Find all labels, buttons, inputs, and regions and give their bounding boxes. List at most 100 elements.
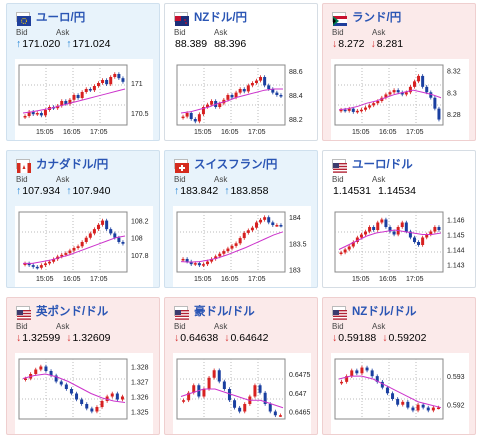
mini-chart[interactable]: 1.328 1.327 1.326 1.325 [15, 353, 153, 434]
candle [121, 78, 125, 82]
moving-average-line [180, 388, 284, 409]
y-tick-label: 8.3 [447, 90, 457, 97]
mini-chart[interactable]: 108.2 108 107.8 15:05 16:05 17:05 [15, 206, 153, 287]
candle [347, 246, 351, 250]
y-tick-label: 183 [289, 267, 301, 274]
candle [39, 113, 43, 116]
rate-card[interactable]: 豪ドル/ドル Bid Ask ↓0.64638 ↓0.64642 0.6475 0.6… [164, 297, 318, 435]
candle [105, 396, 109, 401]
candle [210, 101, 214, 105]
card-header[interactable]: NZドル/ドル [332, 303, 417, 320]
candle [92, 229, 96, 234]
candle [408, 86, 412, 93]
mini-chart[interactable]: 8.32 8.3 8.28 15:05 16:05 17:05 [331, 59, 469, 140]
rate-card[interactable]: ユーロ/円 Bid Ask ↑171.020 ↑171.024 171 170.5 15… [6, 3, 160, 141]
candle [226, 248, 230, 252]
candle [429, 231, 433, 235]
candle [267, 217, 271, 223]
mini-chart[interactable]: 171 170.5 15:05 16:05 17:05 [15, 59, 153, 140]
candle [267, 85, 271, 89]
candle [437, 227, 441, 230]
rate-card[interactable]: スイスフラン/円 Bid Ask ↑183.842 ↑183.858 184 183.… [164, 150, 318, 288]
rate-card[interactable]: ユーロ/ドル Bid Ask 1.14531 1.14534 1.146 1.145 1… [322, 150, 476, 288]
card-header[interactable]: 英ポンド/ドル [16, 303, 109, 320]
candle [339, 252, 343, 254]
card-header[interactable]: NZドル/円 [174, 9, 248, 26]
candle [64, 101, 68, 104]
x-tick-label: 17:05 [248, 129, 266, 136]
candle [263, 392, 267, 404]
candle [404, 222, 408, 232]
ask-arrow-icon: ↓ [224, 332, 230, 344]
currency-pair-link[interactable]: ユーロ/円 [36, 12, 86, 24]
candle [437, 108, 441, 120]
candle [370, 370, 374, 377]
mini-chart[interactable]: 88.6 88.4 88.2 15:05 16:05 17:05 [173, 59, 311, 140]
moving-average-line [22, 373, 126, 403]
mini-chart[interactable]: 0.593 0.592 [331, 353, 469, 434]
bid-ask-prices: ↓0.59188 ↓0.59202 [332, 332, 432, 344]
candle [425, 86, 429, 93]
candle [372, 103, 376, 106]
y-tick-label: 1.143 [447, 263, 465, 270]
currency-pair-link[interactable]: ランド/円 [352, 12, 402, 24]
rate-card[interactable]: カナダドル/円 Bid Ask ↑107.934 ↑107.940 108.2 108… [6, 150, 160, 288]
card-header[interactable]: ユーロ/円 [16, 9, 86, 26]
bid-ask-labels: Bid Ask [332, 28, 412, 37]
ask-price: ↓8.281 [370, 38, 404, 50]
candle [84, 237, 88, 242]
candle [375, 376, 379, 382]
bid-ask-labels: Bid Ask [16, 28, 96, 37]
bid-price: ↓0.59188 [332, 332, 377, 344]
rate-card[interactable]: ランド/円 Bid Ask ↓8.272 ↓8.281 8.32 8.3 8.28 15:… [322, 3, 476, 141]
candle [343, 109, 347, 112]
y-tick-label: 8.28 [447, 112, 461, 119]
candle [376, 101, 380, 104]
candle [259, 219, 263, 223]
currency-pair-link[interactable]: カナダドル/円 [36, 159, 109, 171]
currency-pair-link[interactable]: 英ポンド/ドル [36, 306, 109, 318]
card-header[interactable]: ユーロ/ドル [332, 156, 413, 173]
card-header[interactable]: スイスフラン/円 [174, 156, 278, 173]
candle [368, 227, 372, 232]
candle [189, 261, 193, 265]
ask-price: ↑183.858 [224, 185, 269, 197]
candle [273, 411, 277, 416]
card-header[interactable]: カナダドル/円 [16, 156, 109, 173]
currency-pair-link[interactable]: NZドル/ドル [352, 306, 417, 318]
bid-ask-prices: 1.14531 1.14534 [332, 185, 422, 197]
chart-svg: 1.146 1.145 1.144 1.143 15:05 16:05 17:05 [334, 211, 465, 283]
candle [110, 393, 114, 397]
candle [351, 108, 355, 112]
candle [351, 242, 355, 247]
currency-pair-link[interactable]: ユーロ/ドル [352, 159, 413, 171]
candle [109, 77, 113, 85]
mini-chart[interactable]: 0.6475 0.647 0.6465 [173, 353, 311, 434]
candle [193, 119, 197, 122]
ch-flag-icon [174, 159, 189, 173]
rate-card[interactable]: NZドル/円 Bid Ask 88.389 88.396 88.6 88.4 88.2 1… [164, 3, 318, 141]
card-header[interactable]: 豪ドル/ドル [174, 303, 255, 320]
currency-pair-link[interactable]: 豪ドル/ドル [194, 306, 255, 318]
currency-pair-link[interactable]: スイスフラン/円 [194, 159, 278, 171]
currency-pair-link[interactable]: NZドル/円 [194, 12, 248, 24]
candle [192, 385, 196, 393]
mini-chart[interactable]: 1.146 1.145 1.144 1.143 15:05 16:05 17:05 [331, 206, 469, 287]
bid-label: Bid [332, 175, 344, 184]
ask-label: Ask [56, 28, 70, 37]
candle [120, 396, 124, 400]
ask-label: Ask [56, 322, 70, 331]
mini-chart[interactable]: 184 183.5 183 15:05 16:05 17:05 [173, 206, 311, 287]
x-tick-label: 17:05 [90, 129, 108, 136]
x-tick-label: 15:05 [352, 276, 370, 283]
bid-label: Bid [332, 28, 344, 37]
rate-card[interactable]: 英ポンド/ドル Bid Ask ↓1.32599 ↓1.32609 1.328 1.3… [6, 297, 160, 435]
candle [263, 77, 267, 86]
bid-price: 1.14531 [333, 185, 371, 197]
candle [212, 370, 216, 378]
candle [391, 393, 395, 399]
card-header[interactable]: ランド/円 [332, 9, 402, 26]
candle [54, 375, 58, 382]
rate-card[interactable]: NZドル/ドル Bid Ask ↓0.59188 ↓0.59202 0.593 0.5… [322, 297, 476, 435]
candle [197, 114, 201, 122]
